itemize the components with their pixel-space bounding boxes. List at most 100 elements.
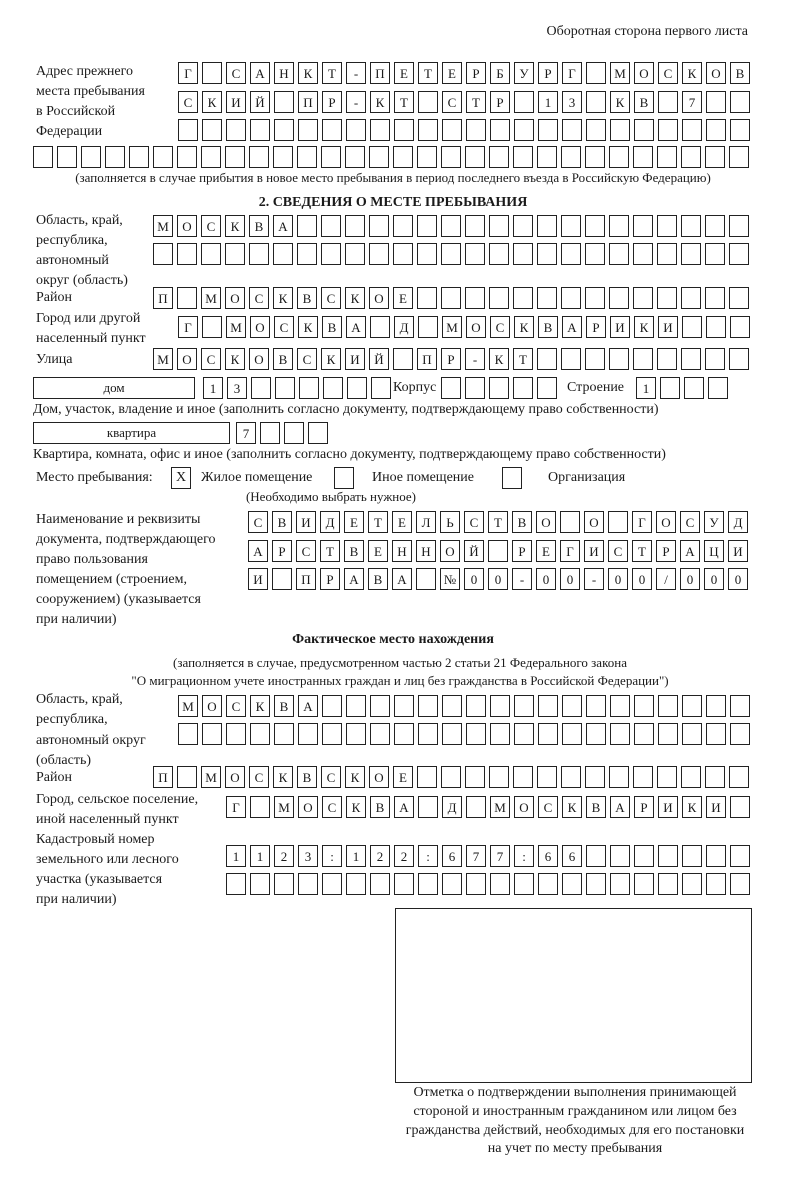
char-cell[interactable] [537,377,557,399]
char-cell[interactable] [416,568,436,590]
char-cell[interactable] [681,348,701,370]
char-cell[interactable]: Р [466,62,486,84]
char-cell[interactable] [441,287,461,309]
char-cell[interactable]: К [202,91,222,113]
region-row-2[interactable] [153,243,753,265]
char-cell[interactable]: П [298,91,318,113]
char-cell[interactable]: С [322,796,342,818]
char-cell[interactable] [585,215,605,237]
char-cell[interactable] [418,796,438,818]
char-cell[interactable]: Р [272,540,292,562]
char-cell[interactable] [129,146,149,168]
char-cell[interactable] [371,377,391,399]
char-cell[interactable] [705,146,725,168]
char-cell[interactable] [369,146,389,168]
char-cell[interactable] [705,766,725,788]
char-cell[interactable] [394,723,414,745]
char-cell[interactable]: М [178,695,198,717]
char-cell[interactable] [537,348,557,370]
char-cell[interactable] [418,723,438,745]
char-cell[interactable] [658,723,678,745]
char-cell[interactable] [297,243,317,265]
char-cell[interactable] [177,287,197,309]
char-cell[interactable] [585,766,605,788]
char-cell[interactable] [465,243,485,265]
char-cell[interactable] [513,287,533,309]
char-cell[interactable] [442,723,462,745]
char-cell[interactable] [684,377,704,399]
char-cell[interactable] [322,695,342,717]
char-cell[interactable]: / [656,568,676,590]
char-cell[interactable]: Г [560,540,580,562]
char-cell[interactable] [81,146,101,168]
char-cell[interactable] [345,215,365,237]
char-cell[interactable]: В [274,695,294,717]
char-cell[interactable] [658,845,678,867]
char-cell[interactable] [201,243,221,265]
char-cell[interactable] [658,695,678,717]
char-cell[interactable]: К [298,62,318,84]
char-cell[interactable] [634,723,654,745]
char-cell[interactable]: П [296,568,316,590]
char-cell[interactable] [321,243,341,265]
stay-organization-checkbox[interactable] [502,467,522,489]
char-cell[interactable]: 2 [394,845,414,867]
char-cell[interactable] [488,540,508,562]
char-cell[interactable] [346,723,366,745]
char-cell[interactable]: А [344,568,364,590]
char-cell[interactable] [514,723,534,745]
char-cell[interactable] [610,695,630,717]
char-cell[interactable]: : [322,845,342,867]
char-cell[interactable]: М [442,316,462,338]
char-cell[interactable]: А [248,540,268,562]
char-cell[interactable]: Т [394,91,414,113]
char-cell[interactable]: П [153,287,173,309]
char-cell[interactable]: 0 [728,568,748,590]
char-cell[interactable]: К [514,316,534,338]
char-cell[interactable]: М [274,796,294,818]
char-cell[interactable]: Р [512,540,532,562]
char-cell[interactable]: К [634,316,654,338]
char-cell[interactable] [657,348,677,370]
char-cell[interactable] [585,243,605,265]
char-cell[interactable] [249,146,269,168]
char-cell[interactable]: К [273,766,293,788]
char-cell[interactable]: А [250,62,270,84]
char-cell[interactable] [489,287,509,309]
char-cell[interactable]: Б [490,62,510,84]
char-cell[interactable]: О [466,316,486,338]
char-cell[interactable] [681,215,701,237]
char-cell[interactable]: С [658,62,678,84]
char-cell[interactable]: С [226,695,246,717]
char-cell[interactable] [105,146,125,168]
char-cell[interactable] [490,119,510,141]
char-cell[interactable]: Т [488,511,508,533]
char-cell[interactable] [275,377,295,399]
char-cell[interactable]: Р [322,91,342,113]
house-type-field[interactable]: дом [33,377,195,399]
char-cell[interactable] [347,377,367,399]
char-cell[interactable]: А [273,215,293,237]
char-cell[interactable]: : [514,845,534,867]
char-cell[interactable] [465,215,485,237]
char-cell[interactable] [586,873,606,895]
char-cell[interactable]: С [490,316,510,338]
char-cell[interactable]: А [394,796,414,818]
char-cell[interactable]: 1 [346,845,366,867]
char-cell[interactable] [226,873,246,895]
char-cell[interactable]: И [658,796,678,818]
char-cell[interactable]: В [272,511,292,533]
char-cell[interactable] [322,873,342,895]
char-cell[interactable]: В [730,62,750,84]
char-cell[interactable] [202,723,222,745]
char-cell[interactable]: В [297,287,317,309]
char-cell[interactable] [586,62,606,84]
char-cell[interactable] [298,873,318,895]
char-cell[interactable] [729,243,749,265]
char-cell[interactable]: В [538,316,558,338]
char-cell[interactable]: № [440,568,460,590]
char-cell[interactable] [418,873,438,895]
char-cell[interactable] [273,243,293,265]
